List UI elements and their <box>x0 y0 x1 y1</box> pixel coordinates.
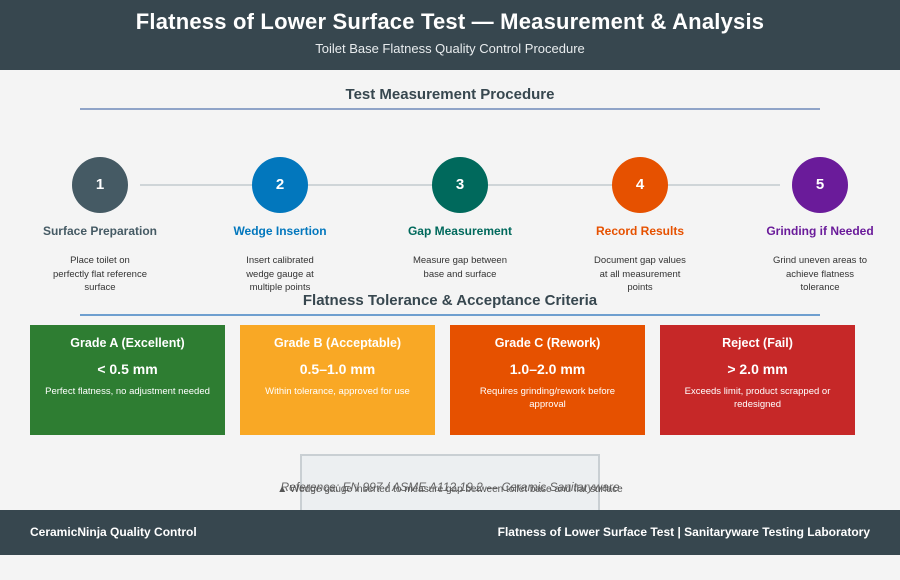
step-label: Grinding if Needed <box>766 224 874 238</box>
grade-description: Requires grinding/rework before approval <box>479 386 616 410</box>
grade-name: Grade B (Acceptable) <box>273 336 402 350</box>
step-label: Wedge Insertion <box>233 224 327 238</box>
procedure-step-4: 4 Record Results Document gap values at … <box>570 157 710 295</box>
procedure-step-3: 3 Gap Measurement Measure gap between ba… <box>390 157 530 281</box>
page-title: Flatness of Lower Surface Test — Measure… <box>135 9 765 34</box>
standard-reference: Reference: EN 997 / ASME A112.19.2 — Cer… <box>280 480 620 494</box>
procedure-step-2: 2 Wedge Insertion Insert calibrated wedg… <box>210 157 350 295</box>
grade-name: Grade A (Excellent) <box>70 336 185 350</box>
grade-card-a: Grade A (Excellent) < 0.5 mm Perfect fla… <box>30 325 225 435</box>
figure-caption: ▲ Wedge gauge inserted to measure gap be… <box>277 484 623 495</box>
grade-tolerance: 1.0–2.0 mm <box>509 361 586 377</box>
step-number-badge: 2 <box>252 157 308 213</box>
step-description: Insert calibrated wedge gauge at multipl… <box>246 255 314 293</box>
footer-lab-info: Flatness of Lower Surface Test | Sanitar… <box>497 525 870 539</box>
step-number-badge: 1 <box>72 157 128 213</box>
page-footer: CeramicNinja Quality Control Flatness of… <box>0 510 900 555</box>
procedure-title: Test Measurement Procedure <box>345 86 555 103</box>
step-label: Gap Measurement <box>407 224 513 238</box>
criteria-title: Flatness Tolerance & Acceptance Criteria <box>302 292 598 309</box>
step-number-badge: 3 <box>432 157 488 213</box>
step-label: Surface Preparation <box>42 224 158 238</box>
step-number-badge: 4 <box>612 157 668 213</box>
grade-card-b: Grade B (Acceptable) 0.5–1.0 mm Within t… <box>240 325 435 435</box>
grade-description: Exceeds limit, product scrapped or redes… <box>684 386 831 410</box>
grade-tolerance: 0.5–1.0 mm <box>299 361 376 377</box>
grade-tolerance: > 2.0 mm <box>727 361 788 377</box>
procedure-divider <box>80 108 820 110</box>
procedure-step-5: 5 Grinding if Needed Grind uneven areas … <box>750 157 890 295</box>
page-header: Flatness of Lower Surface Test — Measure… <box>0 0 900 70</box>
grade-tolerance: < 0.5 mm <box>97 361 158 377</box>
step-description: Place toilet on perfectly flat reference… <box>53 255 147 293</box>
criteria-divider <box>80 314 820 316</box>
page-subtitle: Toilet Base Flatness Quality Control Pro… <box>315 41 585 56</box>
step-description: Grind uneven areas to achieve flatness t… <box>772 255 867 293</box>
grade-card-reject: Reject (Fail) > 2.0 mm Exceeds limit, pr… <box>660 325 855 435</box>
footer-brand: CeramicNinja Quality Control <box>30 525 197 539</box>
grade-description: Within tolerance, approved for use <box>265 386 410 397</box>
step-number-badge: 5 <box>792 157 848 213</box>
step-label: Record Results <box>595 224 685 238</box>
step-description: Measure gap between base and surface <box>412 255 507 280</box>
grade-card-c: Grade C (Rework) 1.0–2.0 mm Requires gri… <box>450 325 645 435</box>
grade-description: Perfect flatness, no adjustment needed <box>45 386 210 397</box>
grade-name: Reject (Fail) <box>722 336 793 350</box>
grade-name: Grade C (Rework) <box>494 336 601 350</box>
step-description: Document gap values at all measurement p… <box>594 255 686 293</box>
procedure-step-1: 1 Surface Preparation Place toilet on pe… <box>30 157 170 295</box>
